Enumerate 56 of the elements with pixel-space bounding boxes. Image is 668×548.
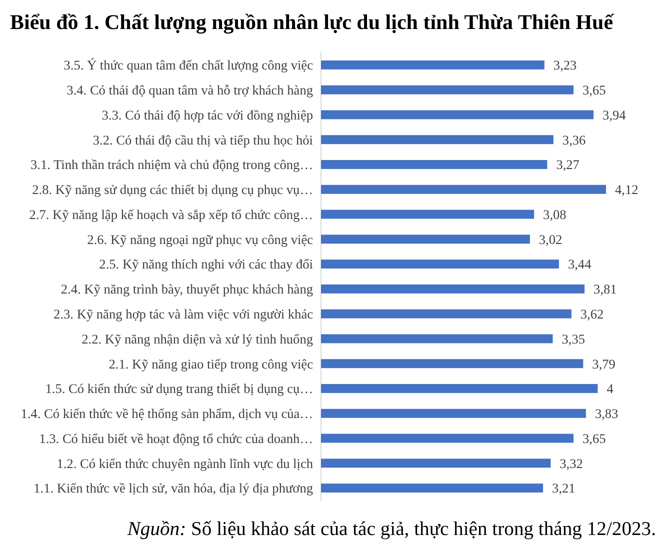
y-tick-label: 1.4. Có kiến thức về hệ thống sản phẩm, dịch vụ của…	[20, 406, 313, 422]
bar	[321, 160, 548, 169]
data-label: 3,81	[594, 282, 617, 297]
y-tick-label: 2.5. Kỹ năng thích nghi với các thay đổi	[99, 256, 314, 272]
y-tick-label: 2.4. Kỹ năng trình bày, thuyết phục khách hàng	[60, 282, 314, 297]
y-tick-label: 3.3. Có thái độ hợp tác với đồng nghiệp	[102, 107, 314, 122]
data-label: 3,08	[543, 206, 567, 222]
data-label: 3,21	[552, 480, 576, 496]
bar	[321, 234, 530, 244]
y-tick-label: 2.1. Kỹ năng giao tiếp trong công việc	[108, 356, 314, 372]
y-tick-label: 1.2. Có kiến thức chuyên ngành lĩnh vực du lịch	[56, 456, 314, 471]
y-tick-label: 3.5. Ý thức quan tâm đến chất lượng công việc	[64, 58, 314, 73]
data-label: 3,94	[602, 107, 626, 122]
data-label: 3,27	[556, 157, 580, 172]
data-label: 3,65	[582, 82, 606, 98]
bar	[321, 309, 572, 318]
bar	[321, 359, 584, 368]
bar	[321, 284, 585, 294]
data-label: 3,44	[568, 256, 592, 272]
data-label: 4,12	[615, 182, 638, 198]
y-tick-label: 3.1. Tinh thần trách nhiệm và chủ động trong công…	[30, 157, 313, 172]
y-tick-label: 2.6. Kỹ năng ngoại ngữ phục vụ công việc	[87, 232, 314, 247]
text: Nguồn: Số liệu khảo sát của tác giả, thực hiện trong tháng 12/2023.	[126, 519, 656, 540]
bar	[321, 260, 559, 269]
bar	[321, 384, 598, 393]
y-tick-label: 1.3. Có hiểu biết về hoạt động tổ chức của doanh…	[39, 430, 313, 446]
data-label: 3,65	[582, 430, 606, 446]
y-tick-label: 2.2. Kỹ năng nhận diện và xử lý tình huống	[82, 331, 314, 346]
data-label: 4	[606, 381, 614, 396]
bar	[321, 484, 544, 493]
bar	[321, 210, 534, 219]
y-tick-label: 3.2. Có thái độ cầu thị và tiếp thu học hỏi	[92, 132, 314, 148]
y-tick-label: 2.3. Kỹ năng hợp tác và làm việc với người khác	[54, 306, 314, 322]
y-tick-label: 2.8. Kỹ năng sử dụng các thiết bị dụng cụ phục vụ…	[32, 182, 313, 198]
y-tick-label: 2.7. Kỹ năng lập kế hoạch và sắp xếp tổ chức công…	[29, 206, 313, 222]
bar	[321, 110, 594, 120]
data-label: 3,32	[560, 456, 583, 471]
data-label: 3,35	[562, 331, 586, 346]
bar	[321, 434, 574, 443]
data-label: 3,83	[594, 406, 619, 422]
bar	[321, 184, 606, 194]
bar	[321, 458, 551, 468]
data-label: 3,02	[538, 232, 562, 247]
bar	[321, 408, 586, 418]
y-tick-label: 1.5. Có kiến thức sử dụng trang thiết bị dụng cụ…	[45, 381, 313, 396]
y-tick-label: 1.1. Kiến thức về lịch sử, văn hóa, địa lý địa phương	[34, 480, 314, 496]
data-label: 3,36	[562, 132, 586, 148]
bar	[321, 60, 544, 70]
data-label: 3,79	[592, 356, 616, 372]
y-tick-label: 3.4. Có thái độ quan tâm và hỗ trợ khách hàng	[66, 82, 314, 98]
bar	[321, 85, 574, 94]
data-label: 3,23	[553, 58, 578, 73]
data-label: 3,62	[580, 306, 604, 322]
bar	[321, 135, 554, 144]
chart-title: Biểu đồ 1. Chất lượng nguồn nhân lực du lịch tỉnh Thừa Thiên Huế	[10, 10, 615, 34]
bar	[321, 334, 553, 344]
